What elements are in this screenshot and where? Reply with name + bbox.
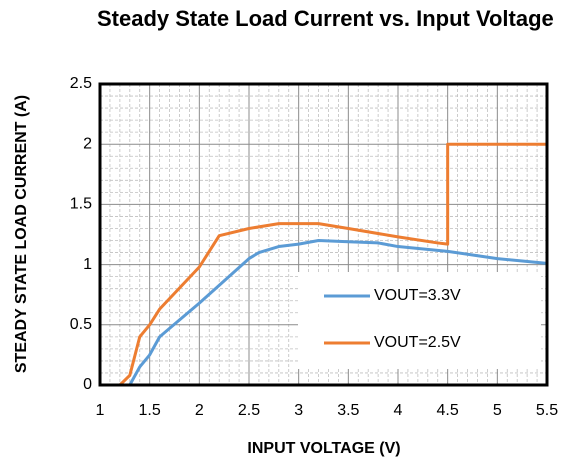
x-tick-label: 3	[294, 402, 303, 419]
y-tick-label: 0	[83, 376, 92, 393]
plot-border	[98, 82, 549, 387]
x-tick-label: 1.5	[139, 402, 161, 419]
legend-box	[298, 272, 541, 369]
x-tick-label: 2.5	[238, 402, 260, 419]
y-tick-label: 0.5	[70, 316, 92, 333]
x-tick-label: 2	[195, 402, 204, 419]
legend-label: VOUT=3.3V	[374, 287, 461, 304]
y-tick-label: 2	[83, 135, 92, 152]
legend-label: VOUT=2.5V	[374, 334, 461, 351]
x-tick-label: 4	[394, 402, 403, 419]
y-tick-label: 1.5	[70, 196, 92, 213]
x-axis-label: INPUT VOLTAGE (V)	[247, 440, 400, 457]
x-tick-label: 1	[96, 402, 105, 419]
series-line	[128, 239, 548, 386]
x-tick-label: 5.5	[536, 402, 558, 419]
y-tick-label: 1	[83, 256, 92, 273]
y-axis-label: STEADY STATE LOAD CURRENT (A)	[13, 95, 30, 373]
x-tick-label: 4.5	[437, 402, 459, 419]
x-tick-label: 5	[493, 402, 502, 419]
y-tick-label: 2.5	[70, 75, 92, 92]
x-tick-label: 3.5	[337, 402, 359, 419]
series-line	[118, 142, 547, 387]
chart-title: Steady State Load Current vs. Input Volt…	[97, 6, 554, 31]
